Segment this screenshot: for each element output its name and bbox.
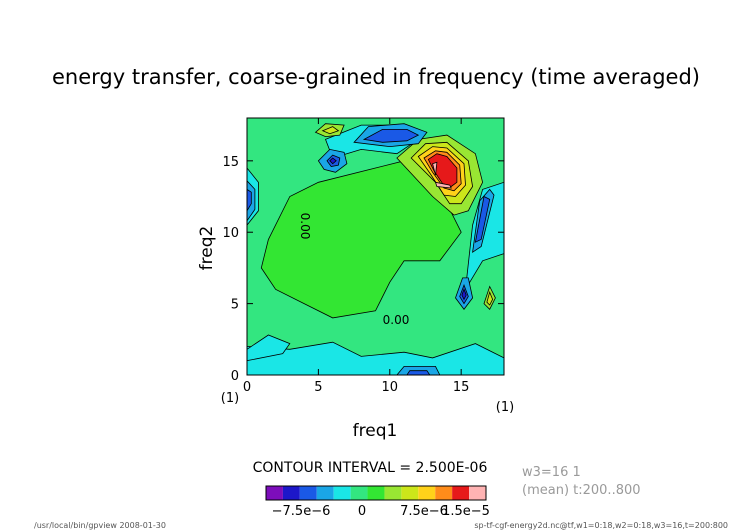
- colorbar-swatch: [452, 486, 470, 500]
- colorbar-swatch: [469, 486, 486, 500]
- y-tick-label: 10: [222, 226, 239, 241]
- colorbar-tick-label: 0: [358, 504, 366, 519]
- colorbar-swatch: [367, 486, 385, 500]
- negative-band-right-core: [474, 195, 491, 243]
- side-info-w3: w3=16 1: [522, 465, 581, 480]
- positive-feature-right-core: [486, 290, 494, 306]
- colorbar-frame: [265, 485, 487, 501]
- colorbar-swatch: [333, 486, 351, 500]
- colorbar-labels: −7.5e−6 0 7.5e−6 1.5e−5: [272, 504, 490, 519]
- x-axis-ticks: 0 5 10 15: [243, 118, 470, 395]
- negative-feature-top-core: [362, 128, 420, 143]
- x-tick-label: 10: [382, 380, 399, 395]
- x-tick-label: 15: [453, 380, 470, 395]
- y-axis-corner-label: (1): [496, 400, 514, 415]
- negative-feature-bottom-core: [406, 370, 431, 376]
- footer-left: /usr/local/bin/gpview 2008-01-30: [34, 521, 166, 530]
- x-axis-label: freq1: [353, 421, 398, 441]
- positive-feature-top-left-core: [321, 126, 340, 135]
- plot-area: 0 5 10 15 0 5 10 15: [222, 117, 505, 395]
- colorbar-swatch: [316, 486, 334, 500]
- colorbar-swatch: [435, 486, 453, 500]
- colorbar-swatch: [266, 486, 283, 500]
- side-info-time: (mean) t:200..800: [522, 483, 641, 498]
- positive-peak-level-6: [434, 181, 452, 189]
- y-axis-label: freq2: [197, 226, 217, 271]
- colorbar-swatch: [401, 486, 419, 500]
- footer-right: sp-tf-cgf-energy2d.nc@tf,w1=0:18,w2=0:18…: [474, 521, 728, 530]
- x-axis-corner-label: (1): [221, 391, 239, 406]
- y-tick-label: 5: [231, 298, 239, 313]
- colorbar-swatch: [418, 486, 436, 500]
- colorbar: [265, 485, 487, 501]
- colorbar-tick-label: 7.5e−6: [400, 504, 448, 519]
- x-tick-label: 5: [314, 380, 322, 395]
- negative-feature-left-peak: [329, 157, 337, 165]
- negative-feature-right-peak: [461, 288, 467, 301]
- contour-label-zero-1: 0.00: [298, 213, 312, 240]
- colorbar-swatch: [350, 486, 368, 500]
- y-axis-ticks: 0 5 10 15: [222, 155, 504, 384]
- colorbar-tick-label: −7.5e−6: [272, 504, 331, 519]
- colorbar-swatch: [384, 486, 402, 500]
- y-tick-label: 0: [231, 369, 239, 384]
- colorbar-swatch: [299, 486, 317, 500]
- chart-title: energy transfer, coarse-grained in frequ…: [52, 65, 700, 89]
- contour-interval-text: CONTOUR INTERVAL = 2.500E-06: [253, 460, 488, 476]
- colorbar-swatch: [282, 486, 300, 500]
- plot-frame: [246, 117, 505, 376]
- positive-peak-level-5: [427, 153, 458, 187]
- contour-fills: [246, 123, 505, 376]
- x-tick-label: 0: [243, 380, 251, 395]
- colorbar-tick-label: 1.5e−5: [442, 504, 490, 519]
- y-tick-label: 15: [222, 155, 239, 170]
- positive-peak-level-6: [432, 161, 438, 176]
- contour-label-zero-2: 0.00: [383, 313, 410, 327]
- contour-region-positive: [260, 160, 462, 319]
